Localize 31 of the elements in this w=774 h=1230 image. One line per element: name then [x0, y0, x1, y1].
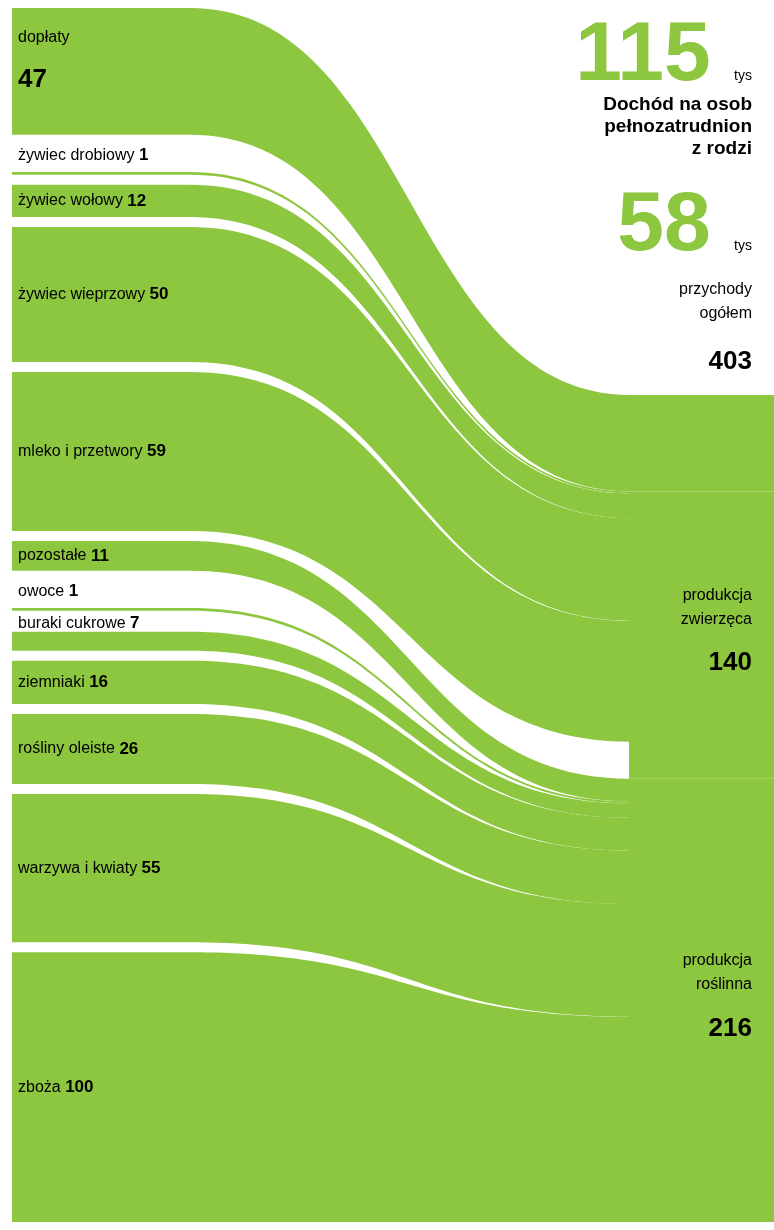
data-label: 100: [65, 1076, 94, 1096]
category-label: rośliny oleiste: [18, 739, 116, 757]
data-label: 16: [89, 671, 109, 691]
data-label: 7: [130, 612, 140, 632]
category-label: buraki cukrowe: [18, 613, 126, 631]
category-label: owoce: [18, 581, 65, 599]
text: 58 tys: [617, 174, 752, 268]
text: produkcja roślinna: [682, 950, 753, 992]
category-label: ziemniaki: [18, 672, 85, 690]
data-label: 11: [90, 545, 109, 565]
data-label: 59: [146, 441, 166, 461]
data-label: 12: [127, 190, 147, 210]
data-label: 55: [141, 857, 161, 877]
category-label: mleko i przetwory: [18, 441, 143, 459]
data-label: 47: [18, 63, 47, 94]
data-label: 26: [119, 738, 139, 758]
category-label: zboża: [18, 1077, 61, 1095]
category-label: żywiec drobiowy: [18, 145, 135, 163]
data-label: 50: [149, 284, 169, 304]
text: przychody ogółem: [679, 280, 752, 322]
data-label: 1: [68, 581, 79, 601]
text: 140: [708, 646, 752, 677]
data-label: 1: [138, 145, 149, 165]
text: 216: [708, 1011, 752, 1042]
category-label: warzywa i kwiaty: [17, 858, 138, 876]
category-label: pozostałe: [18, 546, 87, 564]
text: 403: [708, 345, 752, 376]
text: produkcja zwierzęca: [680, 585, 753, 627]
category-label: dopłaty: [18, 28, 70, 46]
category-label: żywiec wieprzowy: [18, 284, 146, 302]
category-label: żywiec wołowy: [18, 191, 123, 209]
